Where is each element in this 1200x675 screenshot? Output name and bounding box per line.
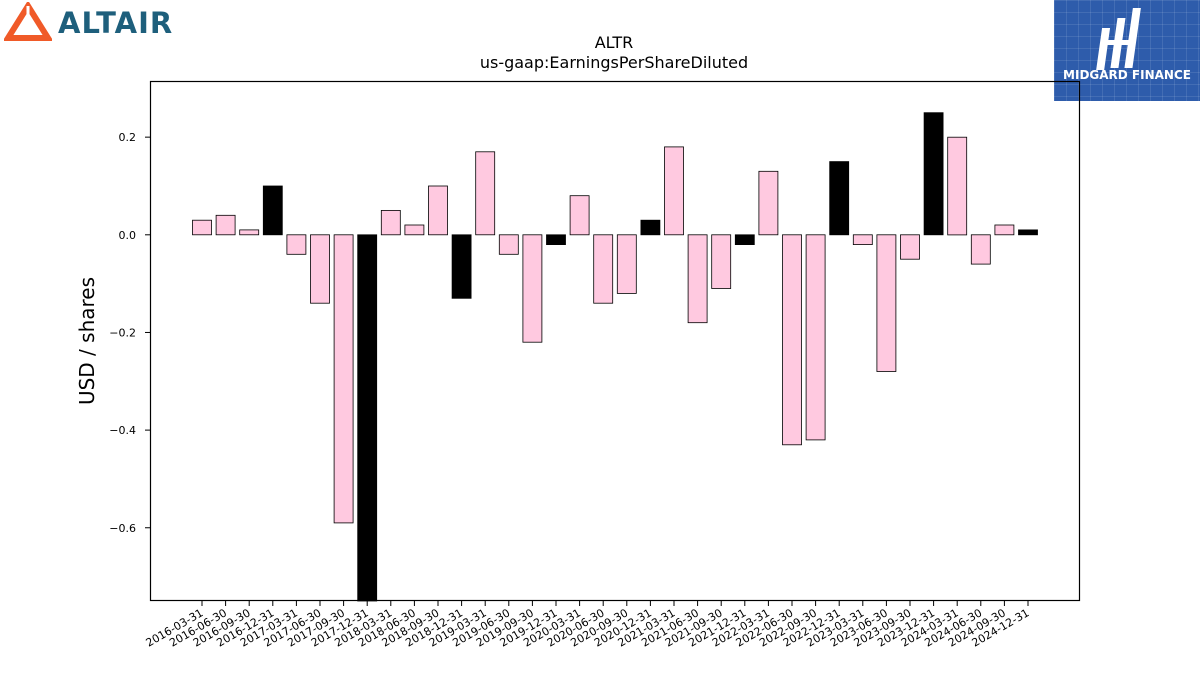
bar-2024-12-31 — [1018, 229, 1038, 236]
bar-2016-03-31 — [192, 219, 212, 236]
bar-2016-06-30 — [215, 214, 236, 236]
bar-2020-03-31 — [569, 195, 590, 236]
bar-2023-12-31 — [923, 112, 944, 236]
bar-2021-06-30 — [687, 234, 708, 324]
bars-layer — [192, 112, 1038, 602]
y-tick-label: −0.4 — [109, 424, 136, 437]
bar-2017-12-31 — [357, 234, 378, 602]
bar-2018-03-31 — [380, 209, 401, 236]
y-ticks: 0.2 0.0 −0.2 −0.4 −0.6 — [109, 131, 150, 535]
y-tick-label: 0.0 — [119, 229, 137, 242]
bar-2021-03-31 — [664, 146, 684, 236]
y-tick-label: 0.2 — [119, 131, 137, 144]
bar-2017-06-30 — [310, 234, 330, 304]
x-ticks: 2016-03-312016-06-302016-09-302016-12-31… — [144, 601, 1032, 650]
bar-2016-09-30 — [239, 229, 260, 236]
bar-2020-09-30 — [616, 234, 637, 294]
bar-2018-06-30 — [404, 224, 425, 236]
bar-2022-03-31 — [758, 170, 779, 236]
bar-2016-12-31 — [262, 185, 283, 236]
bar-2024-06-30 — [970, 234, 991, 265]
bar-2023-09-30 — [900, 234, 920, 260]
bar-2017-03-31 — [286, 234, 307, 255]
altair-triangle-icon — [2, 0, 54, 41]
bar-2020-06-30 — [593, 234, 614, 304]
bar-2019-03-31 — [475, 151, 496, 236]
altair-wordmark: ALTAIR — [58, 6, 174, 40]
y-tick-label: −0.6 — [109, 522, 136, 535]
midgard-m-icon — [1095, 8, 1141, 72]
bar-2021-12-31 — [734, 234, 755, 246]
bar-2023-06-30 — [876, 234, 897, 372]
chart-title: ALTR — [595, 33, 634, 52]
bar-2022-12-31 — [829, 161, 850, 236]
altair-logo: ALTAIR — [2, 0, 204, 44]
bar-2019-09-30 — [522, 234, 543, 343]
plot-frame — [149, 80, 1081, 602]
bar-2020-12-31 — [640, 219, 661, 236]
midgard-wordmark: MIDGARD FINANCE — [1063, 68, 1191, 82]
bar-2018-12-31 — [451, 234, 472, 299]
bar-2019-06-30 — [498, 234, 519, 255]
bar-2019-12-31 — [546, 234, 566, 246]
chart-subtitle: us-gaap:EarningsPerShareDiluted — [480, 53, 748, 72]
bar-2024-03-31 — [947, 136, 968, 236]
y-tick-label: −0.2 — [109, 326, 136, 339]
midgard-finance-logo: MIDGARD FINANCE — [1054, 0, 1200, 101]
bar-2024-09-30 — [994, 224, 1015, 236]
bar-2022-06-30 — [782, 234, 802, 446]
bar-2022-09-30 — [805, 234, 826, 441]
bar-2017-09-30 — [333, 234, 354, 524]
y-axis-label: USD / shares — [75, 277, 99, 405]
bar-2018-09-30 — [428, 185, 448, 236]
bar-2021-09-30 — [711, 234, 732, 289]
bar-2023-03-31 — [852, 234, 873, 246]
